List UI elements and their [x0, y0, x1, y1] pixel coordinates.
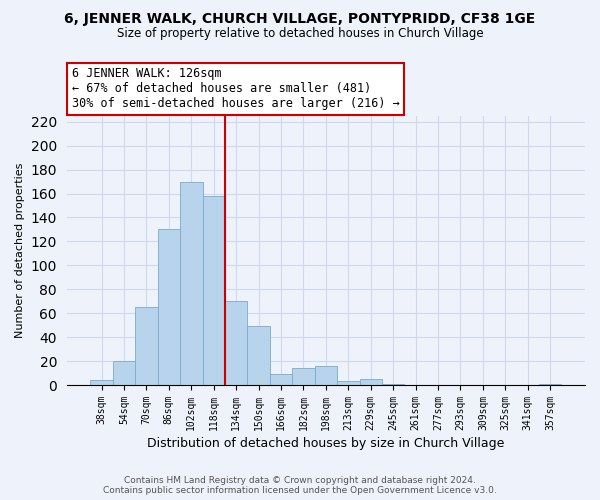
- Bar: [292, 368, 314, 385]
- Bar: [539, 384, 562, 385]
- Bar: [270, 374, 292, 385]
- Bar: [247, 326, 270, 385]
- Y-axis label: Number of detached properties: Number of detached properties: [15, 162, 25, 338]
- Bar: [314, 366, 337, 385]
- Bar: [180, 182, 203, 385]
- Bar: [382, 384, 404, 385]
- Bar: [359, 379, 382, 385]
- Text: 6, JENNER WALK, CHURCH VILLAGE, PONTYPRIDD, CF38 1GE: 6, JENNER WALK, CHURCH VILLAGE, PONTYPRI…: [64, 12, 536, 26]
- Text: Contains HM Land Registry data © Crown copyright and database right 2024.
Contai: Contains HM Land Registry data © Crown c…: [103, 476, 497, 495]
- Text: Size of property relative to detached houses in Church Village: Size of property relative to detached ho…: [116, 28, 484, 40]
- Text: 6 JENNER WALK: 126sqm
← 67% of detached houses are smaller (481)
30% of semi-det: 6 JENNER WALK: 126sqm ← 67% of detached …: [72, 68, 400, 110]
- Bar: [113, 361, 135, 385]
- Bar: [91, 380, 113, 385]
- Bar: [225, 302, 247, 385]
- Bar: [337, 382, 359, 385]
- X-axis label: Distribution of detached houses by size in Church Village: Distribution of detached houses by size …: [147, 437, 505, 450]
- Bar: [203, 196, 225, 385]
- Bar: [158, 230, 180, 385]
- Bar: [135, 308, 158, 385]
